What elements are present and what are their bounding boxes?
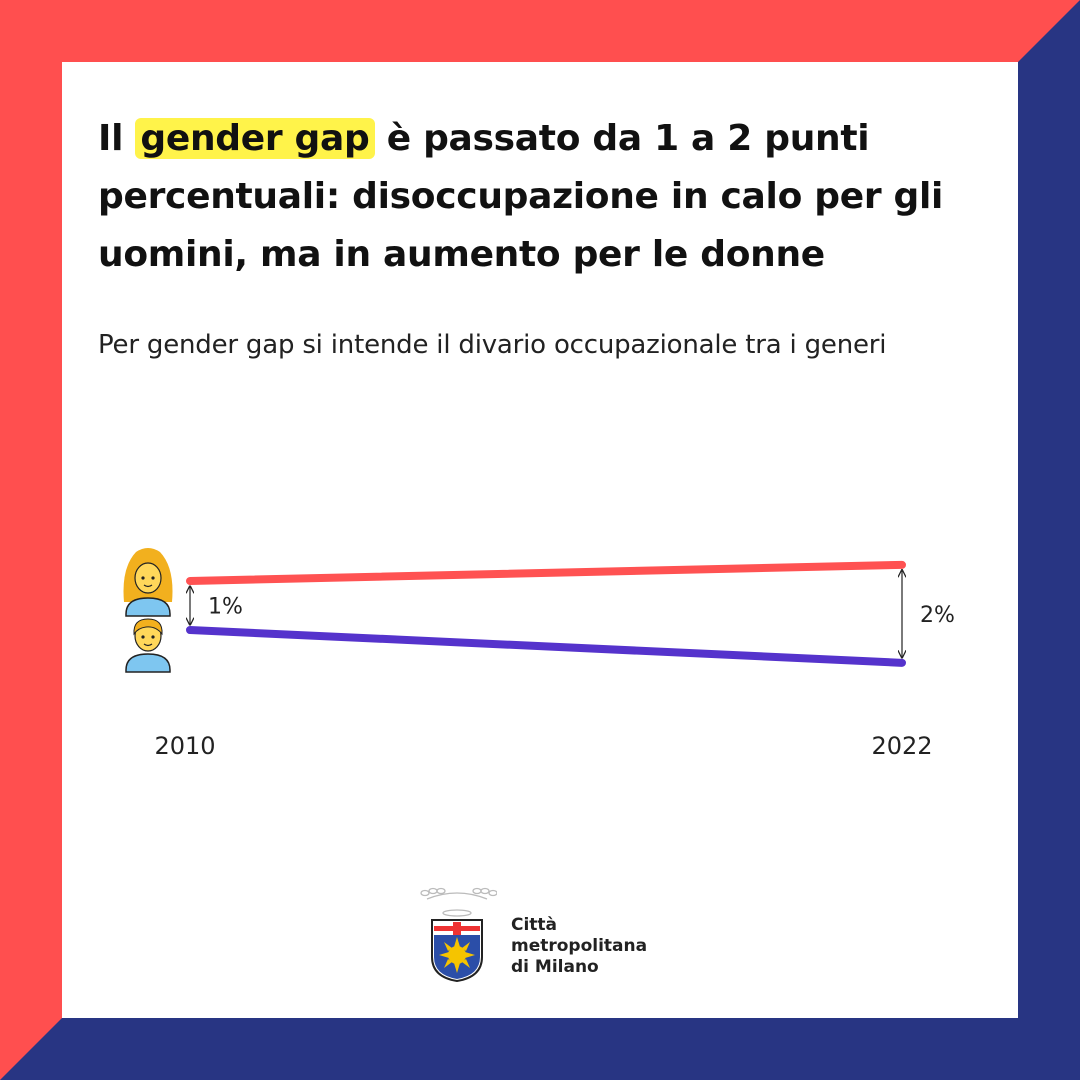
gender-gap-chart: 1% 2% 2010 2022 xyxy=(123,548,955,760)
page-subtitle: Per gender gap si intende il divario occ… xyxy=(98,330,887,360)
frame-blue-bottom xyxy=(0,1018,1080,1080)
woman-icon xyxy=(123,548,173,617)
city-logo: Città metropolitana di Milano xyxy=(417,885,677,985)
gap-label-2022: 2% xyxy=(920,603,955,628)
milano-coat-of-arms-icon xyxy=(420,887,497,983)
title-highlight: gender gap xyxy=(135,118,375,159)
title-start: Il xyxy=(98,118,136,159)
x-tick-2022: 2022 xyxy=(871,732,932,760)
title-end: è passato da 1 a 2 punti percentuali: di… xyxy=(98,118,944,275)
gap-label-2010: 1% xyxy=(208,595,243,620)
series-line-men xyxy=(186,626,906,667)
logo-line-1: Città xyxy=(511,915,558,935)
city-logo-text: Città metropolitana di Milano xyxy=(511,915,647,978)
logo-line-2: metropolitana xyxy=(511,936,648,956)
series-line-women xyxy=(186,560,906,585)
page-title: Il gender gap è passato da 1 a 2 punti p… xyxy=(98,110,988,284)
x-tick-2010: 2010 xyxy=(154,732,215,760)
man-icon xyxy=(125,618,171,673)
frame-blue-right-top xyxy=(1018,0,1080,1080)
content-card: Il gender gap è passato da 1 a 2 punti p… xyxy=(62,62,1018,1018)
logo-line-3: di Milano xyxy=(511,957,599,977)
